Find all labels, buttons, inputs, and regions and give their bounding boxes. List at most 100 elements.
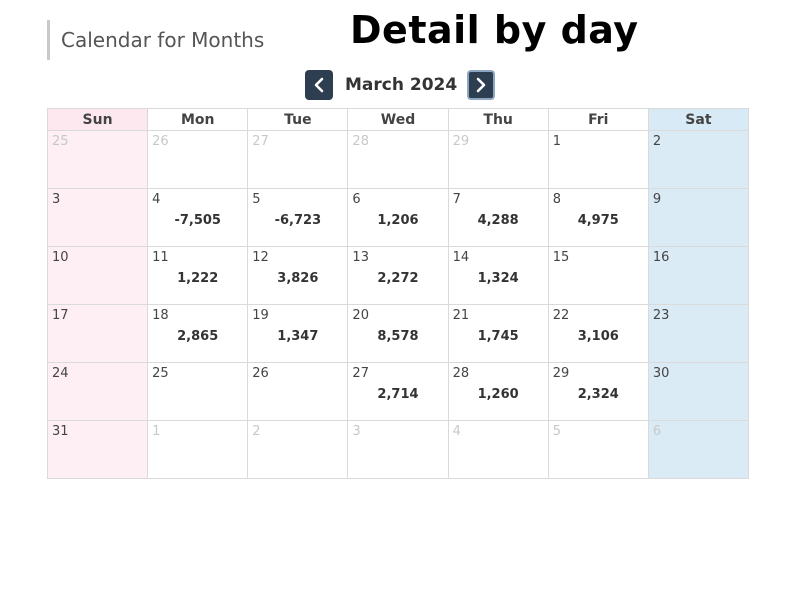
day-number: 18: [152, 308, 169, 323]
day-value: 8,578: [377, 329, 419, 344]
weekday-sat: Sat: [647, 108, 750, 131]
day-number: 23: [652, 308, 670, 323]
calendar-day-cell[interactable]: 23: [647, 304, 750, 363]
calendar-week-row: 24 25 26 27 2,714 28 1,260 29 2,324 30: [46, 362, 750, 421]
calendar-day-cell[interactable]: 2: [647, 130, 750, 189]
day-value: 4,288: [477, 213, 519, 228]
day-value: 1,222: [177, 271, 219, 286]
day-number: 12: [252, 250, 269, 265]
day-number: 1: [152, 424, 161, 439]
calendar-day-cell[interactable]: 2: [247, 420, 349, 479]
day-number: 31: [52, 424, 69, 439]
weekday-mon: Mon: [147, 108, 249, 131]
calendar-day-cell[interactable]: 26: [247, 362, 349, 421]
calendar-day-cell[interactable]: 18 2,865: [147, 304, 249, 363]
day-number: 10: [52, 250, 69, 265]
day-value: 1,206: [377, 213, 419, 228]
calendar-day-cell[interactable]: 4 -7,505: [147, 188, 249, 247]
day-number: 14: [452, 250, 470, 265]
calendar-day-cell[interactable]: 5: [547, 420, 649, 479]
day-number: 6: [352, 192, 361, 207]
calendar-day-cell[interactable]: 20 8,578: [347, 304, 449, 363]
calendar-day-cell[interactable]: 25: [46, 130, 149, 189]
day-number: 1: [552, 134, 561, 149]
calendar-day-cell[interactable]: 31: [46, 420, 149, 479]
calendar-week-row: 25 26 27 28 29 1 2: [46, 130, 750, 189]
day-number: 5: [252, 192, 261, 207]
day-number: 30: [652, 366, 670, 381]
calendar-day-cell[interactable]: 16: [647, 246, 750, 305]
weekday-header-row: Sun Mon Tue Wed Thu Fri Sat: [46, 108, 750, 131]
day-number: 3: [52, 192, 61, 207]
calendar-day-cell[interactable]: 27 2,714: [347, 362, 449, 421]
day-number: 22: [552, 308, 570, 323]
calendar-day-cell[interactable]: 1: [147, 420, 249, 479]
day-number: 2: [652, 134, 662, 149]
calendar-day-cell[interactable]: 29: [447, 130, 549, 189]
calendar-grid: Sun Mon Tue Wed Thu Fri Sat 25 26 27 28 29 1 2…: [46, 108, 750, 479]
day-number: 27: [252, 134, 269, 149]
day-number: 19: [252, 308, 269, 323]
calendar-day-cell[interactable]: 15: [547, 246, 649, 305]
day-value: 2,324: [577, 387, 619, 402]
calendar-day-cell[interactable]: 28: [347, 130, 449, 189]
day-number: 4: [152, 192, 161, 207]
day-number: 26: [252, 366, 269, 381]
calendar-day-cell[interactable]: 28 1,260: [447, 362, 549, 421]
calendar-day-cell[interactable]: 19 1,347: [247, 304, 349, 363]
calendar-day-cell[interactable]: 30: [647, 362, 750, 421]
day-number: 24: [52, 366, 69, 381]
day-number: 15: [552, 250, 570, 265]
weekday-thu: Thu: [447, 108, 549, 131]
calendar-day-cell[interactable]: 3: [347, 420, 449, 479]
day-number: 13: [352, 250, 369, 265]
calendar-day-cell[interactable]: 10: [46, 246, 149, 305]
calendar-week-row: 10 11 1,222 12 3,826 13 2,272 14 1,324 15 16: [46, 246, 750, 305]
chevron-left-icon: [313, 77, 325, 93]
calendar-day-cell[interactable]: 7 4,288: [447, 188, 549, 247]
calendar-day-cell[interactable]: 1: [547, 130, 649, 189]
calendar-day-cell[interactable]: 27: [247, 130, 349, 189]
calendar-day-cell[interactable]: 4: [447, 420, 549, 479]
day-value: 1,324: [477, 271, 519, 286]
day-number: 5: [552, 424, 561, 439]
calendar-day-cell[interactable]: 5 -6,723: [247, 188, 349, 247]
weekday-tue: Tue: [247, 108, 349, 131]
next-month-button[interactable]: [467, 70, 496, 100]
weekday-fri: Fri: [547, 108, 649, 131]
calendar-day-cell[interactable]: 25: [147, 362, 249, 421]
weekday-sun: Sun: [46, 108, 149, 131]
calendar-day-cell[interactable]: 29 2,324: [547, 362, 649, 421]
calendar-day-cell[interactable]: 6 1,206: [347, 188, 449, 247]
day-value: -6,723: [274, 213, 322, 228]
calendar-day-cell[interactable]: 21 1,745: [447, 304, 549, 363]
calendar-week-row: 3 4 -7,505 5 -6,723 6 1,206 7 4,288 8 4,975 9: [46, 188, 750, 247]
calendar-day-cell[interactable]: 12 3,826: [247, 246, 349, 305]
prev-month-button[interactable]: [305, 70, 333, 100]
month-navigation: March 2024: [305, 69, 496, 101]
calendar-week-row: 17 18 2,865 19 1,347 20 8,578 21 1,745 22 3,106 23: [46, 304, 750, 363]
calendar-day-cell[interactable]: 6: [647, 420, 750, 479]
day-number: 25: [52, 134, 69, 149]
calendar-day-cell[interactable]: 9: [647, 188, 750, 247]
calendar-day-cell[interactable]: 14 1,324: [447, 246, 549, 305]
day-number: 21: [452, 308, 470, 323]
day-value: -7,505: [174, 213, 221, 228]
day-value: 1,347: [277, 329, 319, 344]
overlay-title: Detail by day: [350, 8, 639, 52]
day-value: 2,714: [377, 387, 419, 402]
calendar-day-cell[interactable]: 17: [46, 304, 149, 363]
calendar-day-cell[interactable]: 11 1,222: [147, 246, 249, 305]
day-number: 9: [652, 192, 662, 207]
calendar-day-cell[interactable]: 22 3,106: [547, 304, 649, 363]
calendar-week-row: 31 1 2 3 4 5 6: [46, 420, 750, 479]
calendar-day-cell[interactable]: 24: [46, 362, 149, 421]
calendar-day-cell[interactable]: 26: [147, 130, 249, 189]
day-value: 2,865: [177, 329, 219, 344]
calendar-day-cell[interactable]: 3: [46, 188, 149, 247]
calendar-day-cell[interactable]: 13 2,272: [347, 246, 449, 305]
day-number: 7: [452, 192, 461, 207]
calendar-day-cell[interactable]: 8 4,975: [547, 188, 649, 247]
day-value: 1,260: [477, 387, 519, 402]
